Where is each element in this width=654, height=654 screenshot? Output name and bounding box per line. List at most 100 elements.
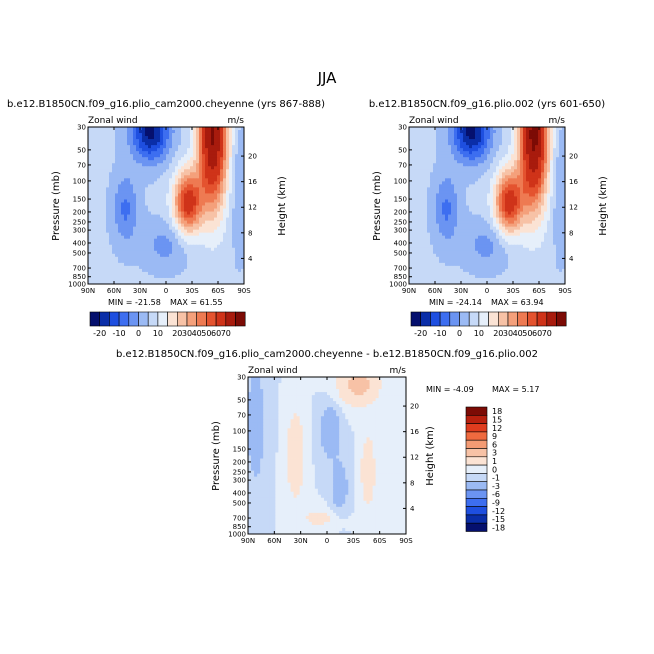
contour-cell [109, 172, 113, 176]
contour-cell [196, 139, 200, 143]
contour-cell [205, 151, 209, 155]
contour-cell [235, 280, 239, 285]
contour-cell [187, 154, 191, 158]
contour-cell [457, 238, 461, 243]
contour-cell [223, 172, 227, 176]
contour-cell [130, 214, 134, 218]
contour-cell [88, 271, 92, 276]
contour-cell [463, 196, 467, 200]
contour-cell [127, 223, 131, 228]
contour-cell [415, 178, 419, 182]
contour-cell [109, 127, 113, 131]
contour-cell [160, 253, 164, 258]
contour-cell [172, 181, 176, 185]
contour-cell [517, 184, 521, 188]
contour-cell [502, 145, 506, 149]
contour-cell [421, 151, 425, 155]
contour-cell [511, 214, 515, 218]
contour-cell [214, 145, 218, 149]
contour-cell [187, 166, 191, 170]
contour-cell [217, 223, 221, 228]
contour-cell [208, 253, 212, 258]
contour-cell [106, 235, 110, 240]
contour-cell [220, 136, 224, 140]
contour-cell [562, 166, 566, 170]
contour-cell [175, 280, 179, 285]
contour-cell [211, 145, 215, 149]
y-tick-label: 50 [77, 146, 86, 154]
contour-cell [511, 136, 515, 140]
contour-cell [481, 247, 485, 252]
contour-cell [463, 157, 467, 161]
contour-cell [121, 196, 125, 200]
contour-cell [535, 190, 539, 194]
contour-cell [115, 268, 119, 273]
contour-cell [211, 148, 215, 152]
contour-cell [133, 277, 137, 282]
contour-cell [232, 277, 236, 282]
contour-cell [235, 265, 239, 270]
contour-cell [424, 163, 428, 167]
contour-cell [451, 196, 455, 200]
contour-cell [91, 187, 95, 191]
contour-cell [526, 136, 530, 140]
contour-cell [109, 205, 113, 209]
contour-cell [493, 163, 497, 167]
contour-cell [199, 256, 203, 261]
contour-cell [124, 160, 128, 164]
contour-cell [469, 181, 473, 185]
contour-cell [208, 190, 212, 194]
contour-cell [457, 229, 461, 234]
contour-cell [490, 163, 494, 167]
contour-cell [130, 250, 134, 255]
contour-cell [439, 160, 443, 164]
contour-cell [430, 199, 434, 203]
contour-cell [181, 268, 185, 273]
contour-cell [424, 166, 428, 170]
contour-cell [472, 145, 476, 149]
contour-cell [217, 199, 221, 203]
contour-cell [535, 178, 539, 182]
contour-cell [190, 247, 194, 252]
contour-cell [238, 226, 242, 231]
contour-cell [109, 232, 113, 237]
contour-cell [127, 139, 131, 143]
contour-cell [136, 178, 140, 182]
contour-cell [226, 223, 230, 228]
contour-cell [451, 130, 455, 134]
contour-cell [196, 226, 200, 231]
contour-cell [418, 241, 422, 246]
contour-cell [184, 235, 188, 240]
contour-cell [121, 259, 125, 264]
contour-cell [103, 214, 107, 218]
contour-cell [172, 211, 176, 215]
contour-cell [229, 178, 233, 182]
contour-cell [118, 202, 122, 206]
contour-cell [160, 187, 164, 191]
contour-cell [211, 130, 215, 134]
contour-cell [205, 136, 209, 140]
contour-cell [217, 241, 221, 246]
contour-cell [154, 166, 158, 170]
contour-cell [493, 247, 497, 252]
contour-cell [118, 148, 122, 152]
contour-cell [475, 250, 479, 255]
contour-cell [496, 220, 500, 225]
contour-cell [229, 229, 233, 234]
contour-cell [523, 190, 527, 194]
contour-cell [190, 136, 194, 140]
contour-cell [148, 214, 152, 218]
contour-cell [550, 139, 554, 143]
contour-cell [217, 256, 221, 261]
contour-cell [451, 232, 455, 237]
contour-cell [175, 154, 179, 158]
contour-cell [157, 265, 161, 270]
contour-cell [463, 211, 467, 215]
contour-cell [448, 130, 452, 134]
contour-cell [460, 181, 464, 185]
contour-cell [538, 187, 542, 191]
contour-cell [442, 214, 446, 218]
contour-cell [109, 136, 113, 140]
contour-cell [562, 133, 566, 137]
contour-cell [544, 163, 548, 167]
